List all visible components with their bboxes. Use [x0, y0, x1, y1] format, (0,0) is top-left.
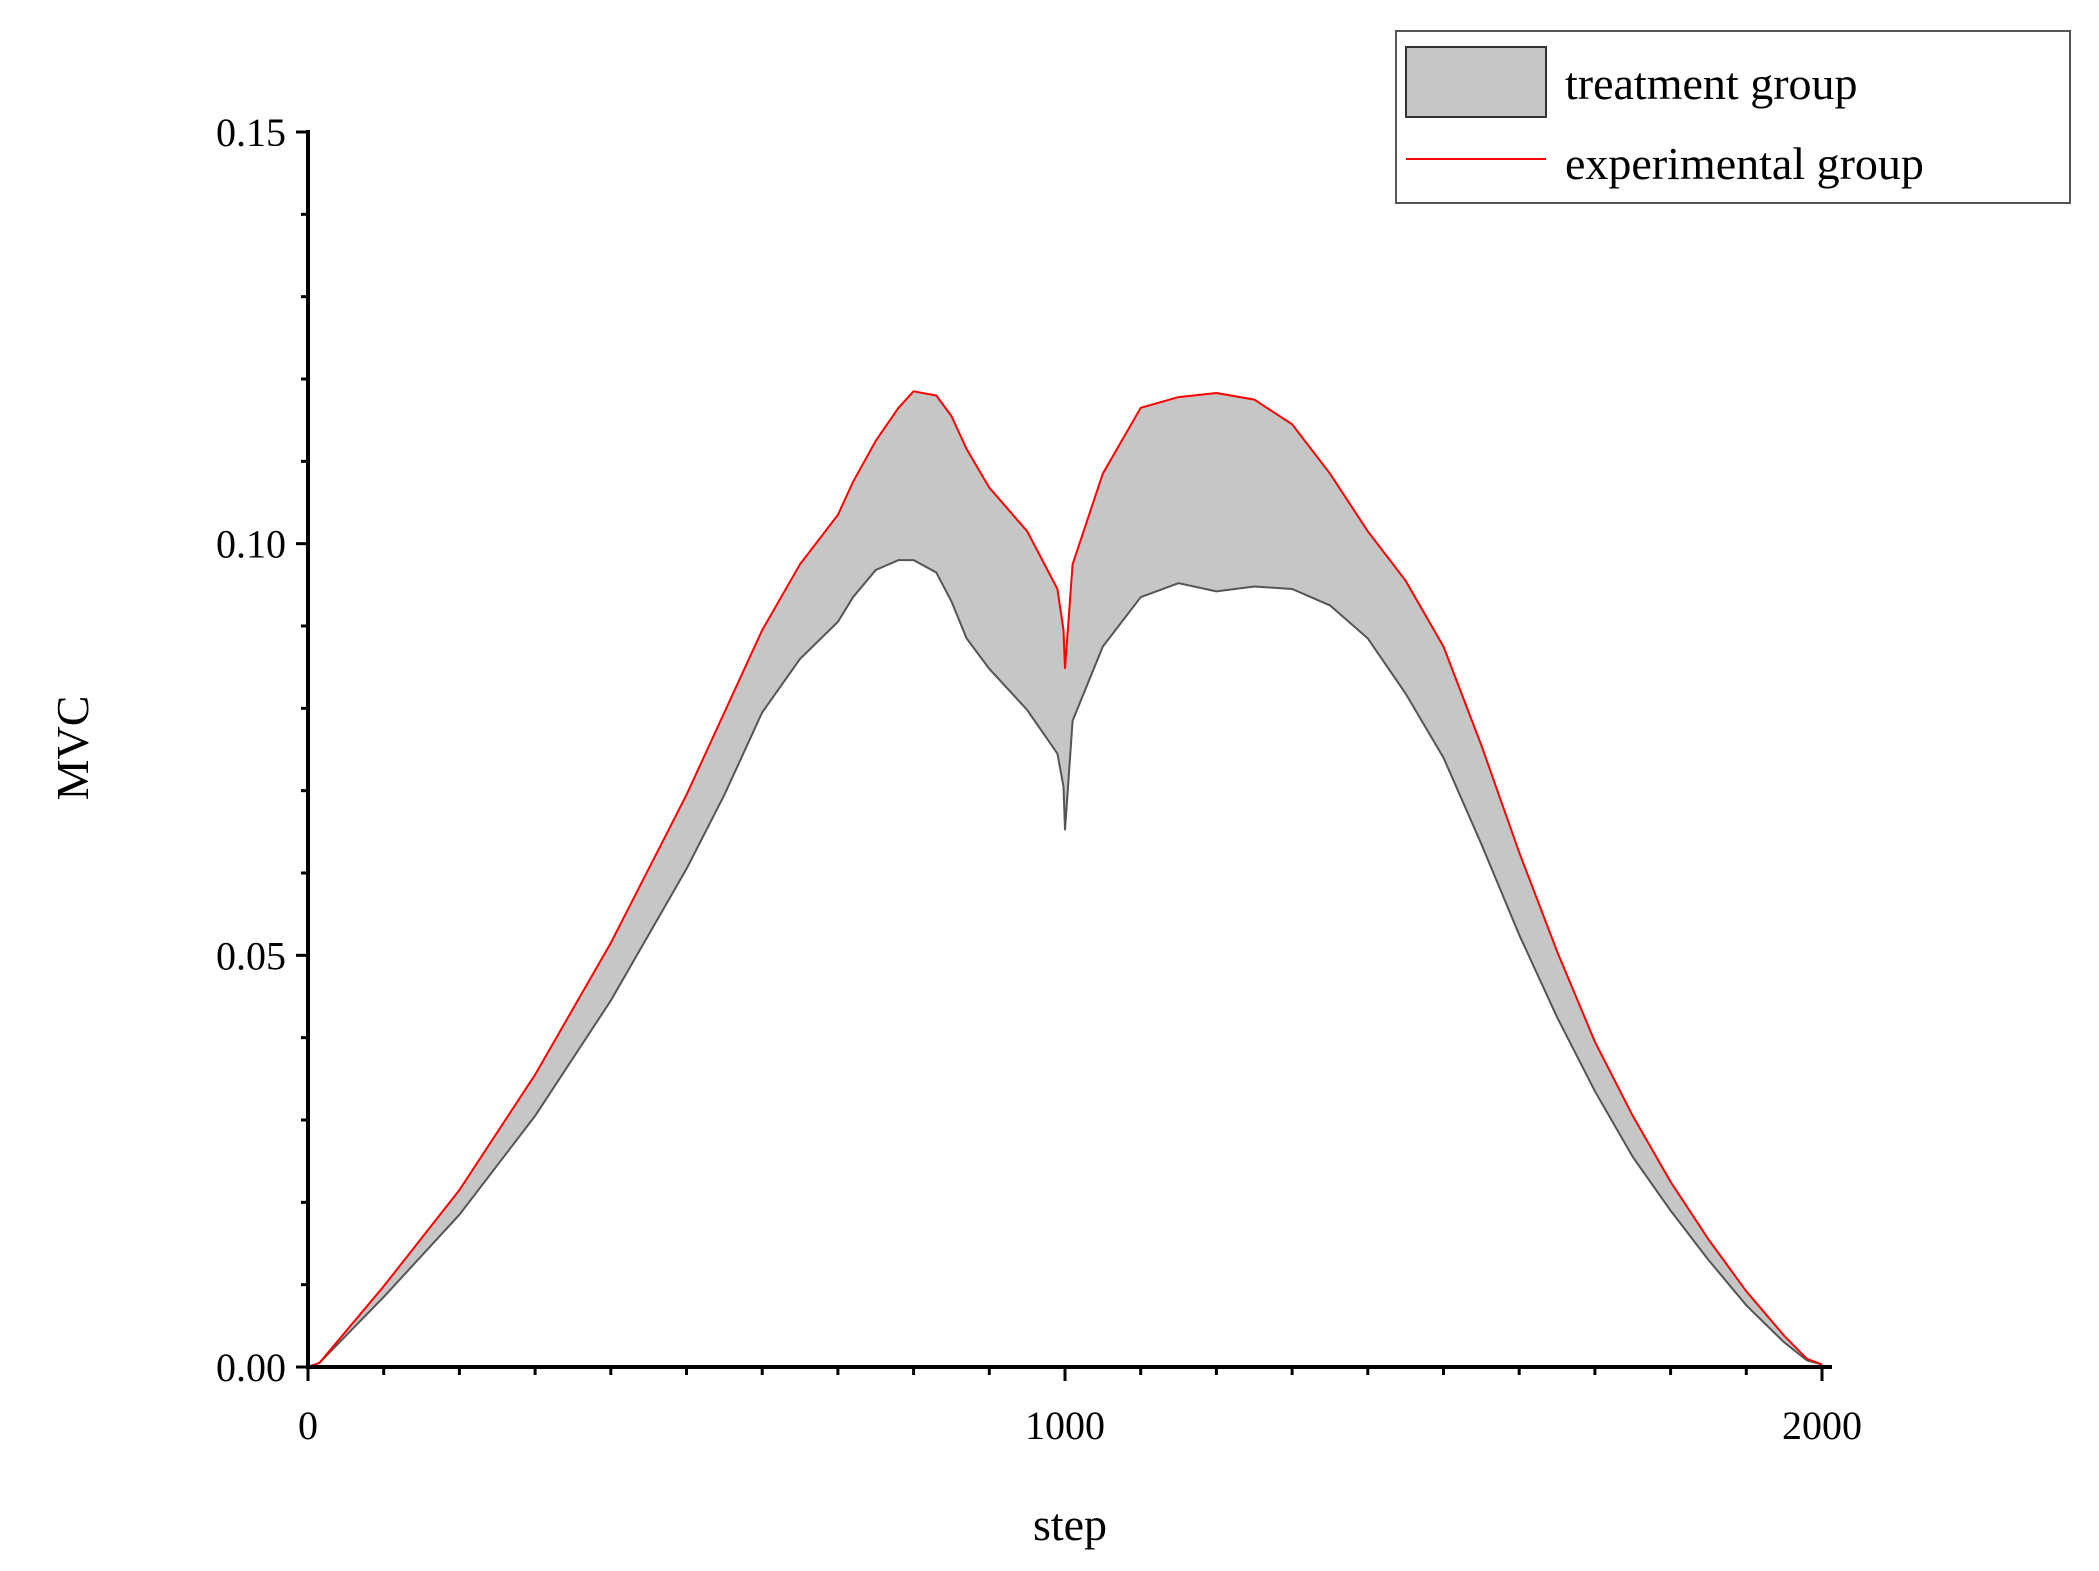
y-tick-label: 0.10: [216, 522, 286, 567]
x-tick-label: 1000: [1025, 1403, 1105, 1448]
y-axis-title: MVC: [47, 696, 98, 801]
y-ticks: 0.00 0.05 0.10 0.15: [216, 110, 308, 1390]
y-tick-label: 0.05: [216, 933, 286, 978]
legend-swatch-treatment-group: [1405, 46, 1547, 118]
treatment-group-band: [308, 391, 1822, 1367]
y-tick-label: 0.15: [216, 110, 286, 155]
plot-series: [307, 390, 1823, 1368]
legend-label-experimental-group: experimental group: [1565, 138, 1924, 189]
experimental-group-line: [307, 390, 1823, 1368]
y-tick-label: 0.00: [216, 1345, 286, 1390]
legend-label-treatment-group: treatment group: [1565, 58, 1858, 109]
axes: 0.00 0.05 0.10 0.15 0 1000 2000: [216, 110, 1862, 1448]
x-axis-title: step: [1033, 1499, 1107, 1550]
x-ticks: 0 1000 2000: [298, 1367, 1862, 1448]
x-tick-label: 2000: [1782, 1403, 1862, 1448]
x-tick-label: 0: [298, 1403, 318, 1448]
legend: treatment group experimental group: [1395, 30, 2071, 204]
treatment-group-lower-edge: [307, 559, 1823, 1368]
